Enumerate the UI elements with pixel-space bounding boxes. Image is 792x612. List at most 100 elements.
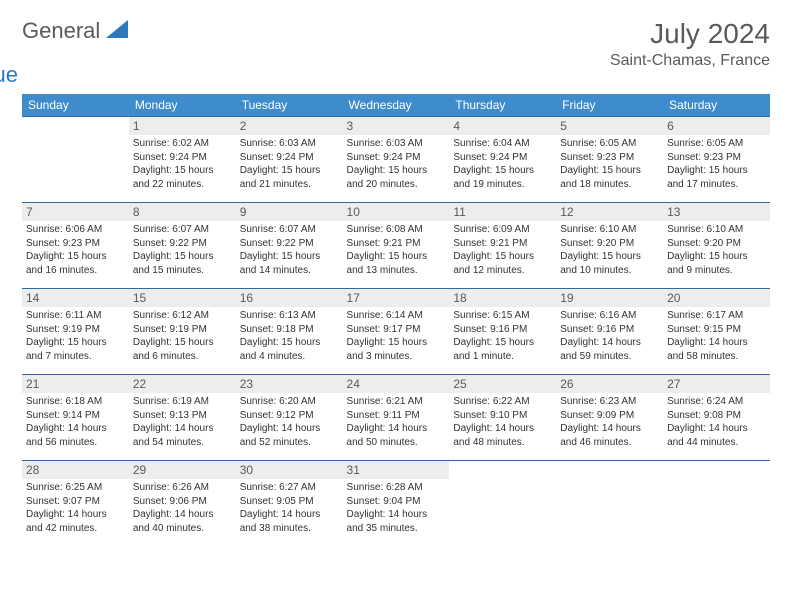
daylight-line: Daylight: 14 hours and 46 minutes. (560, 422, 659, 449)
day-details: Sunrise: 6:08 AMSunset: 9:21 PMDaylight:… (343, 221, 450, 281)
sunset-line: Sunset: 9:05 PM (240, 495, 339, 509)
sunrise-line: Sunrise: 6:06 AM (26, 223, 125, 237)
calendar-cell: 21Sunrise: 6:18 AMSunset: 9:14 PMDayligh… (22, 375, 129, 461)
day-details: Sunrise: 6:24 AMSunset: 9:08 PMDaylight:… (663, 393, 770, 453)
calendar-cell: 15Sunrise: 6:12 AMSunset: 9:19 PMDayligh… (129, 289, 236, 375)
calendar-cell: 14Sunrise: 6:11 AMSunset: 9:19 PMDayligh… (22, 289, 129, 375)
day-details: Sunrise: 6:05 AMSunset: 9:23 PMDaylight:… (663, 135, 770, 195)
day-details: Sunrise: 6:02 AMSunset: 9:24 PMDaylight:… (129, 135, 236, 195)
calendar-cell: 9Sunrise: 6:07 AMSunset: 9:22 PMDaylight… (236, 203, 343, 289)
sunrise-line: Sunrise: 6:20 AM (240, 395, 339, 409)
calendar-cell: 18Sunrise: 6:15 AMSunset: 9:16 PMDayligh… (449, 289, 556, 375)
sunset-line: Sunset: 9:13 PM (133, 409, 232, 423)
calendar-row: 7Sunrise: 6:06 AMSunset: 9:23 PMDaylight… (22, 203, 770, 289)
day-number: 6 (663, 117, 770, 135)
calendar-cell: 5Sunrise: 6:05 AMSunset: 9:23 PMDaylight… (556, 117, 663, 203)
sunrise-line: Sunrise: 6:23 AM (560, 395, 659, 409)
calendar-cell: 22Sunrise: 6:19 AMSunset: 9:13 PMDayligh… (129, 375, 236, 461)
day-details: Sunrise: 6:16 AMSunset: 9:16 PMDaylight:… (556, 307, 663, 367)
calendar-cell: 3Sunrise: 6:03 AMSunset: 9:24 PMDaylight… (343, 117, 450, 203)
calendar-cell: 0x (556, 461, 663, 547)
day-number: 21 (22, 375, 129, 393)
weekday-header: Monday (129, 94, 236, 117)
calendar-cell: 6Sunrise: 6:05 AMSunset: 9:23 PMDaylight… (663, 117, 770, 203)
daylight-line: Daylight: 14 hours and 42 minutes. (26, 508, 125, 535)
daylight-line: Daylight: 15 hours and 20 minutes. (347, 164, 446, 191)
calendar-cell: 28Sunrise: 6:25 AMSunset: 9:07 PMDayligh… (22, 461, 129, 547)
weekday-header: Thursday (449, 94, 556, 117)
sunset-line: Sunset: 9:06 PM (133, 495, 232, 509)
brand-triangle-icon (106, 20, 128, 38)
calendar-cell: 23Sunrise: 6:20 AMSunset: 9:12 PMDayligh… (236, 375, 343, 461)
sunset-line: Sunset: 9:21 PM (347, 237, 446, 251)
daylight-line: Daylight: 15 hours and 13 minutes. (347, 250, 446, 277)
sunset-line: Sunset: 9:20 PM (667, 237, 766, 251)
sunset-line: Sunset: 9:19 PM (26, 323, 125, 337)
sunrise-line: Sunrise: 6:18 AM (26, 395, 125, 409)
sunrise-line: Sunrise: 6:03 AM (240, 137, 339, 151)
day-number: 4 (449, 117, 556, 135)
day-details: Sunrise: 6:04 AMSunset: 9:24 PMDaylight:… (449, 135, 556, 195)
day-details: Sunrise: 6:27 AMSunset: 9:05 PMDaylight:… (236, 479, 343, 539)
weekday-header: Friday (556, 94, 663, 117)
day-details: Sunrise: 6:07 AMSunset: 9:22 PMDaylight:… (236, 221, 343, 281)
daylight-line: Daylight: 14 hours and 58 minutes. (667, 336, 766, 363)
calendar-cell: 16Sunrise: 6:13 AMSunset: 9:18 PMDayligh… (236, 289, 343, 375)
day-details: Sunrise: 6:10 AMSunset: 9:20 PMDaylight:… (556, 221, 663, 281)
day-details: Sunrise: 6:11 AMSunset: 9:19 PMDaylight:… (22, 307, 129, 367)
brand-text-2: Blue (0, 62, 128, 88)
calendar-cell: 29Sunrise: 6:26 AMSunset: 9:06 PMDayligh… (129, 461, 236, 547)
sunset-line: Sunset: 9:24 PM (133, 151, 232, 165)
weekday-header: Saturday (663, 94, 770, 117)
day-number: 15 (129, 289, 236, 307)
sunrise-line: Sunrise: 6:14 AM (347, 309, 446, 323)
sunrise-line: Sunrise: 6:24 AM (667, 395, 766, 409)
day-number: 10 (343, 203, 450, 221)
sunset-line: Sunset: 9:20 PM (560, 237, 659, 251)
daylight-line: Daylight: 15 hours and 7 minutes. (26, 336, 125, 363)
sunrise-line: Sunrise: 6:22 AM (453, 395, 552, 409)
sunrise-line: Sunrise: 6:13 AM (240, 309, 339, 323)
daylight-line: Daylight: 15 hours and 22 minutes. (133, 164, 232, 191)
calendar-cell: 0x (449, 461, 556, 547)
day-details: Sunrise: 6:19 AMSunset: 9:13 PMDaylight:… (129, 393, 236, 453)
day-number: 23 (236, 375, 343, 393)
day-number: 26 (556, 375, 663, 393)
calendar-cell: 20Sunrise: 6:17 AMSunset: 9:15 PMDayligh… (663, 289, 770, 375)
calendar-cell: 4Sunrise: 6:04 AMSunset: 9:24 PMDaylight… (449, 117, 556, 203)
sunrise-line: Sunrise: 6:15 AM (453, 309, 552, 323)
calendar-cell: 25Sunrise: 6:22 AMSunset: 9:10 PMDayligh… (449, 375, 556, 461)
day-number: 3 (343, 117, 450, 135)
sunset-line: Sunset: 9:18 PM (240, 323, 339, 337)
daylight-line: Daylight: 14 hours and 35 minutes. (347, 508, 446, 535)
day-details: Sunrise: 6:03 AMSunset: 9:24 PMDaylight:… (343, 135, 450, 195)
day-number: 18 (449, 289, 556, 307)
sunrise-line: Sunrise: 6:10 AM (560, 223, 659, 237)
location-subtitle: Saint-Chamas, France (610, 52, 770, 70)
daylight-line: Daylight: 14 hours and 38 minutes. (240, 508, 339, 535)
brand-logo: General Blue (22, 18, 128, 88)
calendar-cell: 13Sunrise: 6:10 AMSunset: 9:20 PMDayligh… (663, 203, 770, 289)
day-number: 29 (129, 461, 236, 479)
day-number: 7 (22, 203, 129, 221)
sunrise-line: Sunrise: 6:19 AM (133, 395, 232, 409)
daylight-line: Daylight: 15 hours and 14 minutes. (240, 250, 339, 277)
calendar-cell: 26Sunrise: 6:23 AMSunset: 9:09 PMDayligh… (556, 375, 663, 461)
sunset-line: Sunset: 9:22 PM (240, 237, 339, 251)
sunrise-line: Sunrise: 6:21 AM (347, 395, 446, 409)
sunrise-line: Sunrise: 6:11 AM (26, 309, 125, 323)
daylight-line: Daylight: 15 hours and 9 minutes. (667, 250, 766, 277)
sunrise-line: Sunrise: 6:26 AM (133, 481, 232, 495)
calendar-cell: 24Sunrise: 6:21 AMSunset: 9:11 PMDayligh… (343, 375, 450, 461)
day-number: 1 (129, 117, 236, 135)
day-details: Sunrise: 6:03 AMSunset: 9:24 PMDaylight:… (236, 135, 343, 195)
sunset-line: Sunset: 9:24 PM (347, 151, 446, 165)
daylight-line: Daylight: 15 hours and 12 minutes. (453, 250, 552, 277)
daylight-line: Daylight: 14 hours and 40 minutes. (133, 508, 232, 535)
day-details: Sunrise: 6:28 AMSunset: 9:04 PMDaylight:… (343, 479, 450, 539)
sunset-line: Sunset: 9:12 PM (240, 409, 339, 423)
daylight-line: Daylight: 15 hours and 18 minutes. (560, 164, 659, 191)
day-details: Sunrise: 6:07 AMSunset: 9:22 PMDaylight:… (129, 221, 236, 281)
sunset-line: Sunset: 9:15 PM (667, 323, 766, 337)
day-details: Sunrise: 6:26 AMSunset: 9:06 PMDaylight:… (129, 479, 236, 539)
